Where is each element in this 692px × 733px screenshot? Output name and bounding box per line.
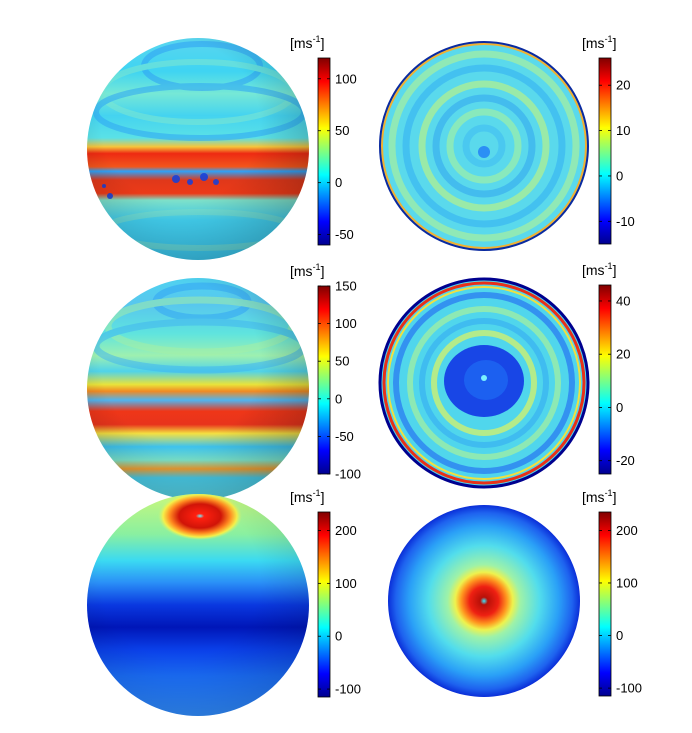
colorbar-tick-label: 0: [616, 628, 623, 643]
colorbar-6: [ms-1] 200 100 0 -100: [582, 488, 642, 697]
colorbar-gradient: [317, 511, 331, 698]
panel-6: [388, 505, 580, 697]
panel-5: [87, 494, 309, 716]
panel-2: [379, 41, 589, 251]
colorbar-tick-label: 0: [335, 175, 342, 190]
colorbar-tick-label: -20: [616, 453, 635, 468]
colorbar-gradient: [598, 511, 612, 697]
colorbar-1: [ms-1] 100 50 0 -50: [290, 34, 357, 246]
colorbar-unit: [ms-1]: [582, 261, 616, 278]
colorbar-tick-label: 20: [616, 78, 630, 93]
colorbar-2: [ms-1] 20 10 0 -10: [582, 34, 635, 245]
colorbar-tick-label: 200: [335, 523, 357, 538]
colorbar-tick-label: -10: [616, 214, 635, 229]
panel-3: [87, 278, 309, 500]
colorbar-gradient: [317, 285, 331, 475]
colorbar-tick-label: 50: [335, 354, 349, 369]
colorbar-3: [ms-1] 150 100 50 0 -50 -100: [290, 262, 361, 482]
colorbar-tick-label: 100: [616, 575, 638, 590]
colorbar-unit: [ms-1]: [290, 262, 324, 279]
colorbar-tick-label: -100: [335, 467, 361, 482]
colorbar-unit: [ms-1]: [290, 34, 324, 51]
colorbar-tick-label: 150: [335, 279, 357, 294]
panel-4: [378, 277, 590, 489]
colorbar-tick-label: 100: [335, 316, 357, 331]
colorbar-gradient: [317, 57, 331, 246]
colorbar-tick-label: 50: [335, 123, 349, 138]
colorbar-unit: [ms-1]: [290, 488, 324, 505]
colorbar-tick-label: 0: [335, 391, 342, 406]
colorbar-unit: [ms-1]: [582, 488, 616, 505]
colorbar-tick-label: -100: [335, 682, 361, 697]
colorbar-tick-label: 0: [616, 400, 623, 415]
colorbar-tick-label: 200: [616, 523, 638, 538]
colorbar-tick-label: -50: [335, 227, 354, 242]
colorbar-tick-label: 20: [616, 347, 630, 362]
colorbar-tick-label: 100: [335, 576, 357, 591]
colorbar-5: [ms-1] 200 100 0 -100: [290, 488, 361, 698]
colorbar-tick-label: 40: [616, 293, 630, 308]
colorbar-tick-label: 100: [335, 71, 357, 86]
colorbar-tick-label: 0: [335, 629, 342, 644]
colorbar-gradient: [598, 284, 612, 475]
colorbar-gradient: [598, 57, 612, 245]
disk-field: [388, 505, 580, 697]
colorbar-tick-label: 10: [616, 123, 630, 138]
colorbar-tick-label: 0: [616, 168, 623, 183]
colorbar-4: [ms-1]40 20 0 -20: [582, 261, 635, 475]
colorbar-unit: [ms-1]: [582, 34, 616, 51]
colorbar-tick-label: -50: [335, 429, 354, 444]
panel-1: [87, 38, 309, 260]
colorbar-tick-label: -100: [616, 681, 642, 696]
